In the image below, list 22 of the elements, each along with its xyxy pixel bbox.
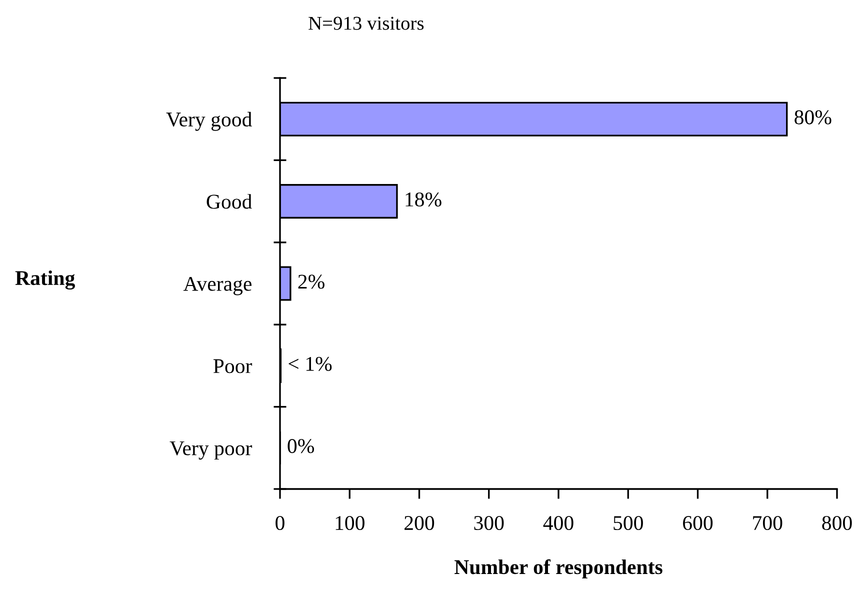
x-tick-label: 100 — [336, 516, 364, 530]
annotation: 80% — [794, 110, 832, 124]
x-tick-label: 200 — [404, 516, 434, 530]
x-tick-label: 700 — [753, 516, 782, 530]
x-tick-label: 500 — [614, 516, 643, 530]
y-tick-label: Average — [183, 276, 252, 296]
x-tick-label: 0 — [276, 516, 284, 530]
annotation: 2% — [298, 274, 324, 289]
y-axis-title: Rating — [15, 270, 75, 290]
x-tick-label: 300 — [474, 516, 504, 530]
x-tick-label: 400 — [543, 516, 574, 530]
annotation: < 1% — [288, 356, 332, 371]
x-axis-title: Number of respondents — [454, 559, 662, 578]
y-tick-label: Very good — [166, 112, 252, 131]
chart-title: N=913 visitors — [308, 16, 424, 30]
annotation: 18% — [406, 192, 442, 207]
y-tick-label: Good — [206, 194, 252, 209]
x-tick-label: 600 — [683, 516, 713, 530]
y-tick-label: Very poor — [170, 441, 252, 460]
x-tick-label: 800 — [822, 516, 852, 530]
y-tick-label: Poor — [213, 359, 252, 374]
annotation: 0% — [288, 439, 314, 454]
